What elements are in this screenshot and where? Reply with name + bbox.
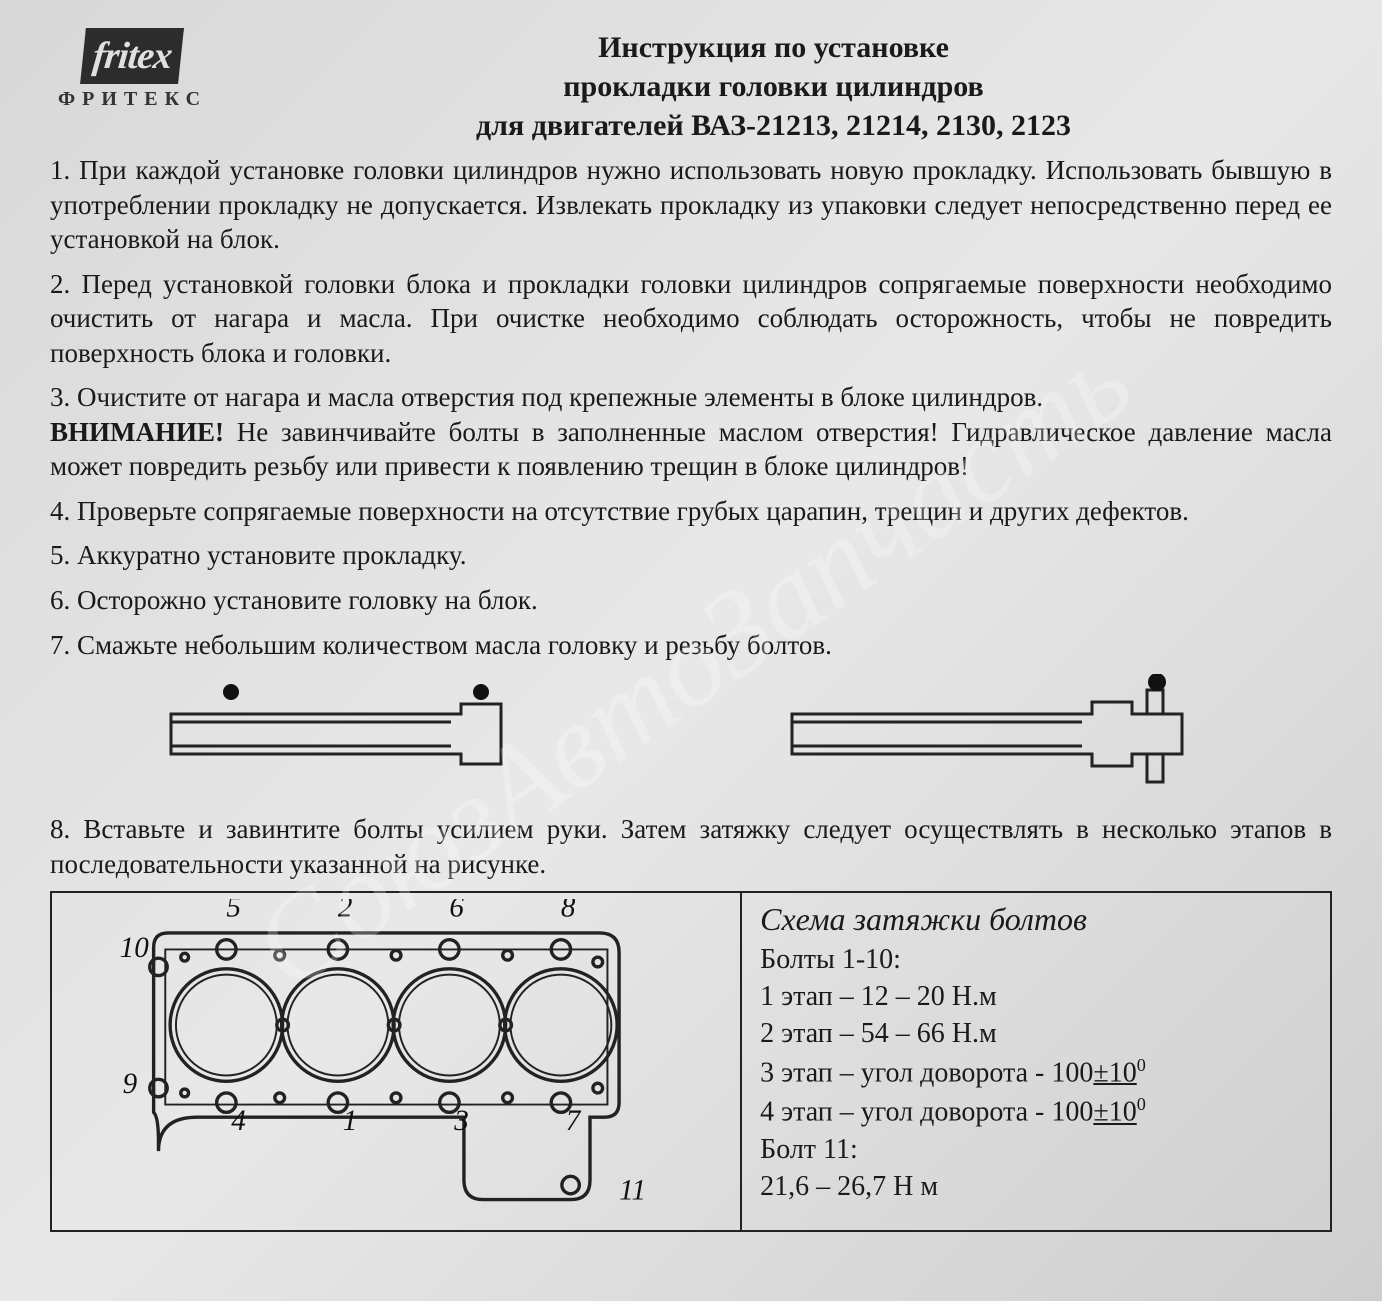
step-6: 6. Осторожно установите головку на блок. <box>50 583 1332 618</box>
stage3-pre: 3 этап – угол доворота - 100 <box>760 1057 1093 1088</box>
instruction-page: fritex ФРИТЕКС Инструкция по установке п… <box>0 0 1382 1272</box>
title-line-2: прокладки головки цилиндров <box>215 67 1332 106</box>
brand-subtext: ФРИТЕКС <box>50 88 215 111</box>
warning-text: Не завинчивайте болты в заполненные масл… <box>50 417 1332 482</box>
brand-logo: fritex <box>80 28 184 84</box>
logo-block: fritex ФРИТЕКС <box>50 28 215 111</box>
bolt-illustrations <box>50 674 1332 794</box>
svg-text:3: 3 <box>453 1105 469 1137</box>
step-1: 1. При каждой установке головки цилиндро… <box>50 153 1332 257</box>
title-block: Инструкция по установке прокладки головк… <box>215 28 1332 145</box>
svg-text:5: 5 <box>226 899 241 923</box>
torque-stage-1: 1 этап – 12 – 20 Н.м <box>760 979 1312 1016</box>
svg-text:6: 6 <box>449 899 464 923</box>
bolt-diagram-left <box>131 674 591 784</box>
step-2: 2. Перед установкой головки блока и прок… <box>50 267 1332 371</box>
step-4: 4. Проверьте сопрягаемые поверхности на … <box>50 494 1332 529</box>
stage3-pm: ±10 <box>1093 1057 1136 1088</box>
step-8-wrap: 8. Вставьте и завинтите болты усилием ру… <box>50 812 1332 881</box>
stage4-pre: 4 этап – угол доворота - 100 <box>760 1097 1093 1128</box>
stage4-pm: ±10 <box>1093 1097 1136 1128</box>
step-7: 7. Смажьте небольшим количеством масла г… <box>50 628 1332 663</box>
gasket-diagram: 5 2 6 8 10 9 4 1 3 7 11 <box>52 893 742 1230</box>
svg-text:2: 2 <box>338 899 353 923</box>
torque-bolt11-label: Болт 11: <box>760 1132 1312 1169</box>
svg-text:4: 4 <box>231 1105 246 1137</box>
step-3: 3. Очистите от нагара и масла отверстия … <box>50 380 1332 484</box>
torque-bolts-range: Болты 1-10: <box>760 942 1312 979</box>
torque-title: Схема затяжки болтов <box>760 901 1312 938</box>
torque-spec: Схема затяжки болтов Болты 1-10: 1 этап … <box>742 893 1330 1230</box>
svg-text:8: 8 <box>561 899 576 923</box>
instruction-body: 1. При каждой установке головки цилиндро… <box>50 153 1332 662</box>
torque-stage-4: 4 этап – угол доворота - 100±100 <box>760 1092 1312 1131</box>
svg-text:10: 10 <box>120 932 150 964</box>
step-5: 5. Аккуратно установите прокладку. <box>50 538 1332 573</box>
torque-stage-2: 2 этап – 54 – 66 Н.м <box>760 1016 1312 1053</box>
title-line-1: Инструкция по установке <box>215 28 1332 67</box>
svg-text:1: 1 <box>343 1105 358 1137</box>
svg-text:7: 7 <box>566 1105 582 1137</box>
bolt-diagram-right <box>752 674 1252 794</box>
torque-bolt11-value: 21,6 – 26,7 Н м <box>760 1169 1312 1206</box>
torque-stage-3: 3 этап – угол доворота - 100±100 <box>760 1053 1312 1092</box>
title-line-3: для двигателей ВАЗ-21213, 21214, 2130, 2… <box>215 106 1332 145</box>
svg-text:11: 11 <box>619 1175 646 1207</box>
gasket-svg: 5 2 6 8 10 9 4 1 3 7 11 <box>58 899 734 1219</box>
header: fritex ФРИТЕКС Инструкция по установке п… <box>50 28 1332 145</box>
step-3-intro: 3. Очистите от нагара и масла отверстия … <box>50 382 1043 412</box>
svg-text:9: 9 <box>123 1068 138 1100</box>
warning-label: ВНИМАНИЕ! <box>50 417 224 447</box>
torque-diagram-box: 5 2 6 8 10 9 4 1 3 7 11 Схема затяжки болтов Болты… <box>50 891 1332 1232</box>
step-8: 8. Вставьте и завинтите болты усилием ру… <box>50 812 1332 881</box>
